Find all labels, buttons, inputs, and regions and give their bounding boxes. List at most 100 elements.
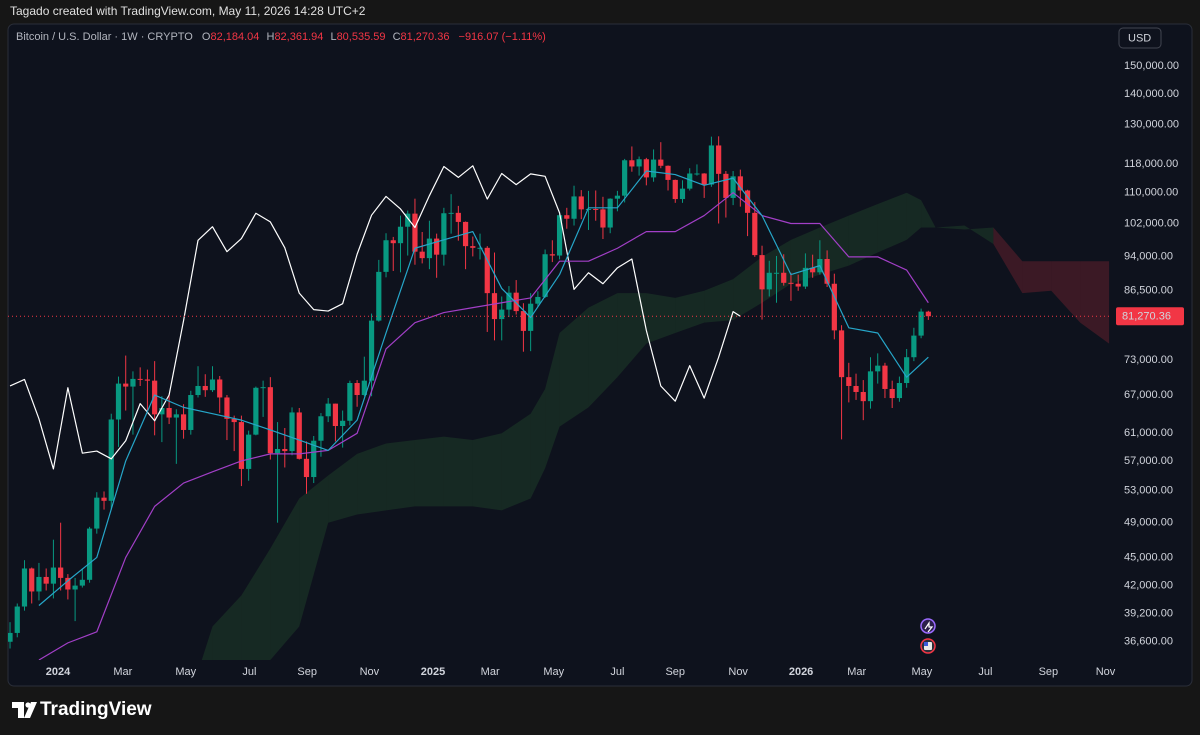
cloud-segment bbox=[964, 225, 994, 245]
x-tick-label: Nov bbox=[728, 666, 748, 678]
event-icon[interactable] bbox=[920, 618, 936, 634]
candle-body bbox=[708, 145, 715, 185]
y-tick-label: 130,000.00 bbox=[1124, 118, 1179, 130]
candle-body bbox=[441, 213, 447, 255]
y-tick-label: 53,000.00 bbox=[1124, 485, 1173, 497]
candle-body bbox=[238, 422, 245, 469]
cloud-segment bbox=[704, 279, 734, 323]
cloud-segment bbox=[1022, 261, 1052, 294]
candle-body bbox=[137, 378, 143, 380]
y-tick-label: 94,000.00 bbox=[1124, 251, 1173, 263]
candle-body bbox=[159, 408, 165, 415]
candle-body bbox=[600, 209, 606, 228]
candle-body bbox=[795, 283, 801, 287]
cloud-segment bbox=[414, 436, 444, 507]
candle-body bbox=[752, 212, 758, 256]
x-tick-label: Jul bbox=[610, 666, 624, 678]
y-tick-label: 57,000.00 bbox=[1124, 455, 1173, 467]
y-tick-label: 49,000.00 bbox=[1124, 517, 1173, 529]
candle-body bbox=[744, 190, 751, 213]
candle-body bbox=[419, 251, 425, 259]
candle-body bbox=[679, 188, 686, 200]
x-tick-label: Mar bbox=[847, 666, 866, 678]
candle-body bbox=[867, 371, 874, 402]
candle-body bbox=[311, 440, 317, 478]
candle-body bbox=[318, 416, 324, 441]
candle-body bbox=[643, 159, 649, 178]
candle-body bbox=[593, 208, 599, 210]
candle-body bbox=[224, 397, 230, 419]
candle-body bbox=[788, 282, 794, 284]
candle-body bbox=[166, 408, 172, 418]
cloud-segment bbox=[357, 443, 387, 515]
ohlc-key: L bbox=[330, 31, 336, 43]
candle-body bbox=[470, 246, 476, 248]
cloud-segment bbox=[921, 200, 936, 228]
cloud-segment bbox=[472, 433, 502, 511]
x-tick-label: Sep bbox=[297, 666, 317, 678]
cloud-segment bbox=[201, 626, 213, 660]
price-change: −916.07 (−1.11%) bbox=[459, 31, 546, 43]
candle-body bbox=[535, 296, 541, 304]
cloud-segment bbox=[588, 293, 618, 408]
cloud-segment bbox=[270, 498, 300, 660]
currency-label[interactable]: USD bbox=[1128, 32, 1151, 44]
candle-body bbox=[759, 255, 765, 290]
candle-body bbox=[875, 365, 881, 372]
candle-body bbox=[896, 383, 903, 399]
candle-body bbox=[824, 259, 830, 284]
candle-body bbox=[838, 330, 845, 378]
symbol-title: Bitcoin / U.S. Dollar · 1W · CRYPTO bbox=[16, 31, 193, 43]
y-tick-label: 150,000.00 bbox=[1124, 60, 1179, 72]
ohlc-value: 80,535.59 bbox=[337, 31, 386, 43]
candle-body bbox=[766, 272, 772, 290]
candle-body bbox=[94, 497, 100, 529]
candle-body bbox=[361, 380, 367, 396]
cloud-segment bbox=[241, 548, 271, 660]
candle-body bbox=[58, 567, 64, 578]
candle-body bbox=[412, 213, 418, 252]
candle-body bbox=[332, 403, 339, 427]
ohlc-key: O bbox=[202, 31, 211, 43]
candle-body bbox=[455, 212, 461, 222]
candle-body bbox=[152, 380, 158, 415]
x-tick-label: May bbox=[175, 666, 196, 678]
footer-logo bbox=[12, 702, 37, 718]
candle-body bbox=[781, 272, 787, 283]
y-tick-label: 36,600.00 bbox=[1124, 636, 1173, 648]
cloud-segment bbox=[646, 293, 676, 344]
candle-body bbox=[716, 145, 722, 174]
ohlc-value: 81,270.36 bbox=[401, 31, 450, 43]
candle-body bbox=[21, 568, 28, 607]
candle-body bbox=[802, 267, 809, 287]
candle-body bbox=[918, 311, 924, 336]
cloud-segment bbox=[675, 290, 705, 333]
cloud-segment bbox=[877, 192, 907, 253]
candle-body bbox=[325, 403, 331, 417]
currency-button[interactable] bbox=[1118, 27, 1162, 49]
candle-body bbox=[665, 165, 671, 180]
y-tick-label: 140,000.00 bbox=[1124, 88, 1179, 100]
event-icon-glyph bbox=[924, 621, 934, 633]
candle-body bbox=[188, 395, 194, 430]
candle-body bbox=[426, 238, 433, 259]
indicator-line bbox=[9, 165, 741, 470]
candle-body bbox=[144, 379, 151, 381]
y-tick-label: 67,000.00 bbox=[1124, 389, 1173, 401]
candle-body bbox=[614, 195, 621, 199]
cloud-segment bbox=[530, 388, 546, 499]
cloud-segment bbox=[617, 293, 647, 378]
candle-body bbox=[173, 414, 179, 418]
candle-body bbox=[368, 320, 375, 381]
candle-body bbox=[499, 309, 505, 320]
candle-body bbox=[347, 383, 353, 421]
x-tick-label: Nov bbox=[360, 666, 380, 678]
candle-body bbox=[123, 383, 129, 387]
logo-mark bbox=[12, 702, 24, 718]
x-tick-label: 2026 bbox=[789, 666, 813, 678]
candle-body bbox=[195, 385, 201, 396]
ohlc-key: H bbox=[266, 31, 274, 43]
candle-body bbox=[289, 412, 295, 452]
candle-body bbox=[65, 577, 71, 590]
